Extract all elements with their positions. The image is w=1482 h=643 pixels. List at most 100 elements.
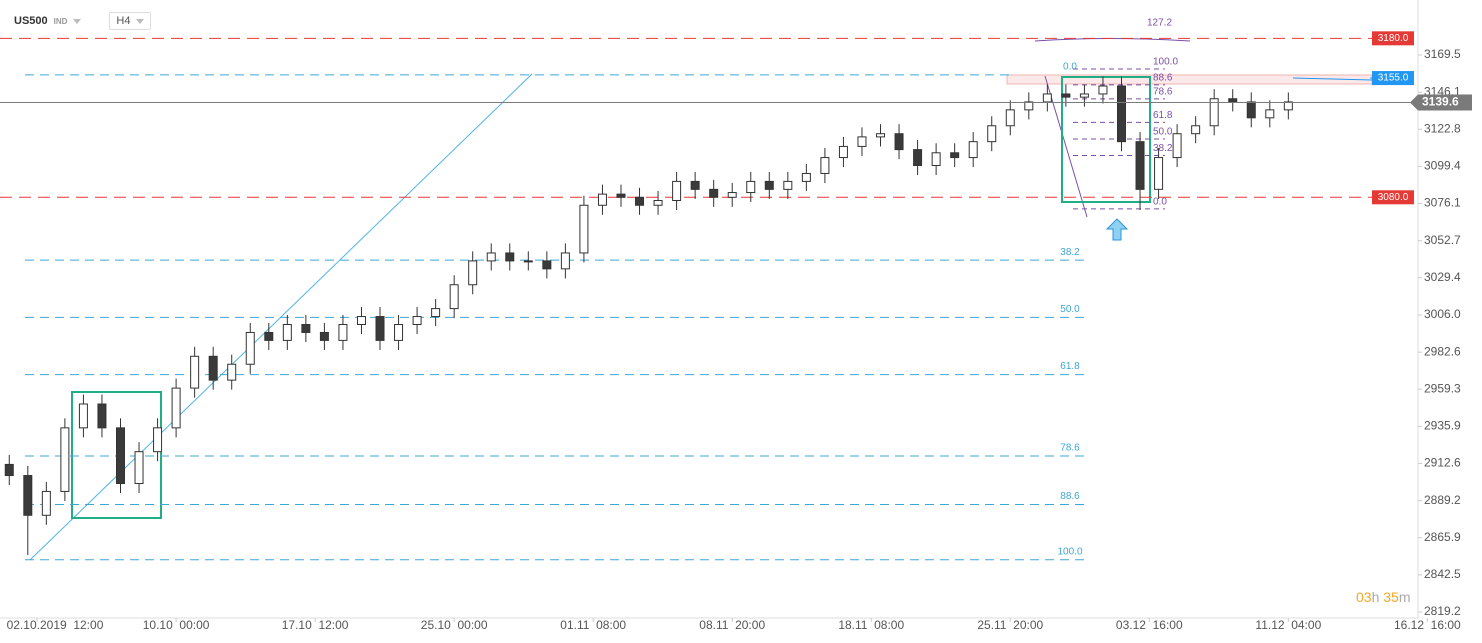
candle-body [375,316,385,341]
candle-body [1172,133,1182,159]
symbol[interactable]: US500 [14,15,48,27]
candle-body [783,180,793,190]
candle-body [968,141,978,159]
candle-body [1246,101,1256,119]
x-tick-label: 16.12 16:00 [1394,618,1461,632]
x-tick-label: 08.11 20:00 [699,618,765,632]
candle-body [486,252,496,262]
buy-arrow [1105,218,1129,241]
candle-body [4,463,14,477]
candle-body [838,145,848,159]
level-label: 3180.0 [1378,33,1409,44]
candle-body [245,331,255,365]
candle-body [931,152,941,167]
countdown-unit: m [1398,589,1411,605]
pattern-box [71,391,162,519]
fib-label: 78.6 [1060,443,1080,454]
dropdown-caret[interactable] [73,18,82,24]
candle-body [505,252,515,262]
countdown-unit: h [1371,589,1380,605]
candle-body [1042,93,1052,103]
candle-body [560,252,570,270]
x-tick-label: 25.10 00:00 [421,618,488,632]
candle-body [1283,101,1293,111]
level-label: 3155.0 [1378,73,1409,84]
candle-body [1228,98,1238,103]
timeframe: H4 [116,15,131,27]
candle-body [264,331,274,341]
candle-body [1265,109,1275,119]
candle-body [635,196,645,206]
timeframe-select[interactable]: H4 [109,12,152,30]
fib-label: 0.0 [1153,197,1167,208]
candle-body [227,363,237,381]
candle-body [1024,101,1034,111]
candle-body [653,199,663,206]
candle-body [1005,109,1015,127]
x-tick-label: 25.11 20:00 [977,618,1043,632]
level-box [1372,190,1414,205]
candle-body [60,427,70,492]
fib-label: 0.0 [1063,62,1077,73]
candle-body [115,427,125,484]
candle-body [412,316,422,326]
candle-body [597,193,607,206]
y-tick-label: 2959.3 [1424,381,1461,395]
y-tick-label: 2889.2 [1424,493,1461,507]
candle-body [190,355,200,389]
last-price-label: 3139.6 [1422,95,1459,109]
candle-body [616,193,626,198]
candle-body [319,331,329,341]
candle-body [857,136,867,147]
fib-curve [1034,38,1191,42]
candle-body [523,260,533,263]
y-tick-label: 3099.4 [1424,159,1461,173]
candle-body [431,308,441,318]
candle-body [23,475,33,516]
x-tick-label: 02.10.2019 12:00 [7,618,104,632]
fib-label: 38.2 [1153,143,1173,154]
candle-body [1098,85,1108,95]
candle-body [727,192,737,198]
candle-body [987,125,997,143]
level-connector [1292,77,1373,81]
level-label: 3080.0 [1378,192,1409,203]
candle-body [338,324,348,341]
market: IND [53,16,68,26]
candle-body [1209,98,1219,127]
candle-body [672,180,682,201]
candle-body [579,204,589,254]
candle-body [171,387,181,429]
level-box [1372,31,1414,46]
countdown-hours: 03 [1356,589,1372,605]
x-tick-label: 18.11 08:00 [838,618,904,632]
fib-label: 127.2 [1147,18,1172,29]
y-tick-label: 3052.7 [1424,233,1461,247]
fib-label: 78.6 [1153,87,1173,98]
y-tick-label: 3169.5 [1424,47,1461,61]
candle-body [542,260,552,270]
candle-body [913,149,923,167]
fib-label: 88.6 [1153,73,1173,84]
candle-body [820,157,830,174]
candle-body [468,260,478,286]
fib-label: 88.6 [1060,491,1080,502]
fib-anchor-line [1044,75,1088,218]
pattern-box [1061,76,1151,203]
x-tick-label: 03.12 16:00 [1116,618,1183,632]
candle-body [894,133,904,151]
candle-body [1191,125,1201,135]
candle-body [746,180,756,194]
candle-body [394,324,404,341]
header: US500 IND H4 [14,12,152,30]
countdown-minutes: 35 [1383,589,1399,605]
y-tick-label: 2935.9 [1424,419,1461,433]
y-tick-label: 3029.4 [1424,270,1461,284]
candle-body [282,324,292,341]
candle-body [1135,141,1145,190]
fib-label: 61.8 [1153,110,1173,121]
y-tick-label: 3076.1 [1424,196,1461,210]
y-tick-label: 2819.2 [1424,604,1461,618]
